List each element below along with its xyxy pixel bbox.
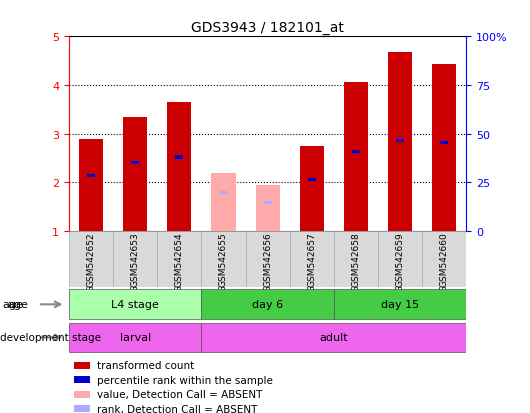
Text: GSM542660: GSM542660	[440, 232, 449, 287]
Text: GSM542659: GSM542659	[396, 232, 404, 287]
Bar	[440, 142, 448, 145]
Bar	[131, 161, 139, 165]
Bar	[344, 83, 368, 231]
Text: GSM542658: GSM542658	[351, 232, 360, 287]
Text: rank, Detection Call = ABSENT: rank, Detection Call = ABSENT	[96, 404, 257, 413]
FancyBboxPatch shape	[245, 231, 290, 287]
Text: percentile rank within the sample: percentile rank within the sample	[96, 375, 272, 385]
Text: GSM542653: GSM542653	[131, 232, 139, 287]
Bar	[74, 391, 90, 398]
Text: adult: adult	[320, 332, 348, 343]
FancyBboxPatch shape	[378, 231, 422, 287]
Text: L4 stage: L4 stage	[111, 299, 159, 310]
Title: GDS3943 / 182101_at: GDS3943 / 182101_at	[191, 21, 344, 35]
Text: development stage: development stage	[0, 332, 101, 343]
Bar	[388, 53, 412, 231]
Bar	[167, 103, 191, 231]
Text: day 15: day 15	[381, 299, 419, 310]
FancyBboxPatch shape	[69, 231, 113, 287]
Bar	[123, 118, 147, 231]
Bar	[79, 140, 103, 231]
Bar	[255, 185, 280, 231]
Bar	[396, 140, 404, 143]
Bar	[74, 377, 90, 384]
Bar	[308, 178, 316, 182]
FancyBboxPatch shape	[157, 231, 201, 287]
Bar	[175, 156, 183, 159]
Text: age: age	[7, 299, 28, 310]
Text: GSM542655: GSM542655	[219, 232, 228, 287]
FancyBboxPatch shape	[201, 231, 245, 287]
Bar	[74, 362, 90, 369]
Text: GSM542656: GSM542656	[263, 232, 272, 287]
Text: GSM542652: GSM542652	[86, 232, 95, 286]
FancyBboxPatch shape	[69, 290, 201, 320]
FancyBboxPatch shape	[69, 323, 201, 353]
Text: GSM542654: GSM542654	[175, 232, 184, 286]
FancyBboxPatch shape	[290, 231, 334, 287]
Text: GSM542657: GSM542657	[307, 232, 316, 287]
Bar	[211, 174, 236, 231]
FancyBboxPatch shape	[201, 323, 466, 353]
Text: age: age	[3, 299, 23, 310]
Text: transformed count: transformed count	[96, 361, 194, 370]
Bar	[299, 147, 324, 231]
Bar	[432, 65, 456, 231]
Text: value, Detection Call = ABSENT: value, Detection Call = ABSENT	[96, 389, 262, 399]
Text: day 6: day 6	[252, 299, 283, 310]
Bar	[352, 150, 360, 154]
FancyBboxPatch shape	[113, 231, 157, 287]
Bar	[87, 175, 95, 178]
Bar	[264, 201, 271, 204]
Bar	[74, 406, 90, 413]
FancyBboxPatch shape	[334, 290, 466, 320]
FancyBboxPatch shape	[334, 231, 378, 287]
FancyBboxPatch shape	[422, 231, 466, 287]
FancyBboxPatch shape	[201, 290, 334, 320]
Text: larval: larval	[120, 332, 151, 343]
Bar	[219, 192, 227, 195]
